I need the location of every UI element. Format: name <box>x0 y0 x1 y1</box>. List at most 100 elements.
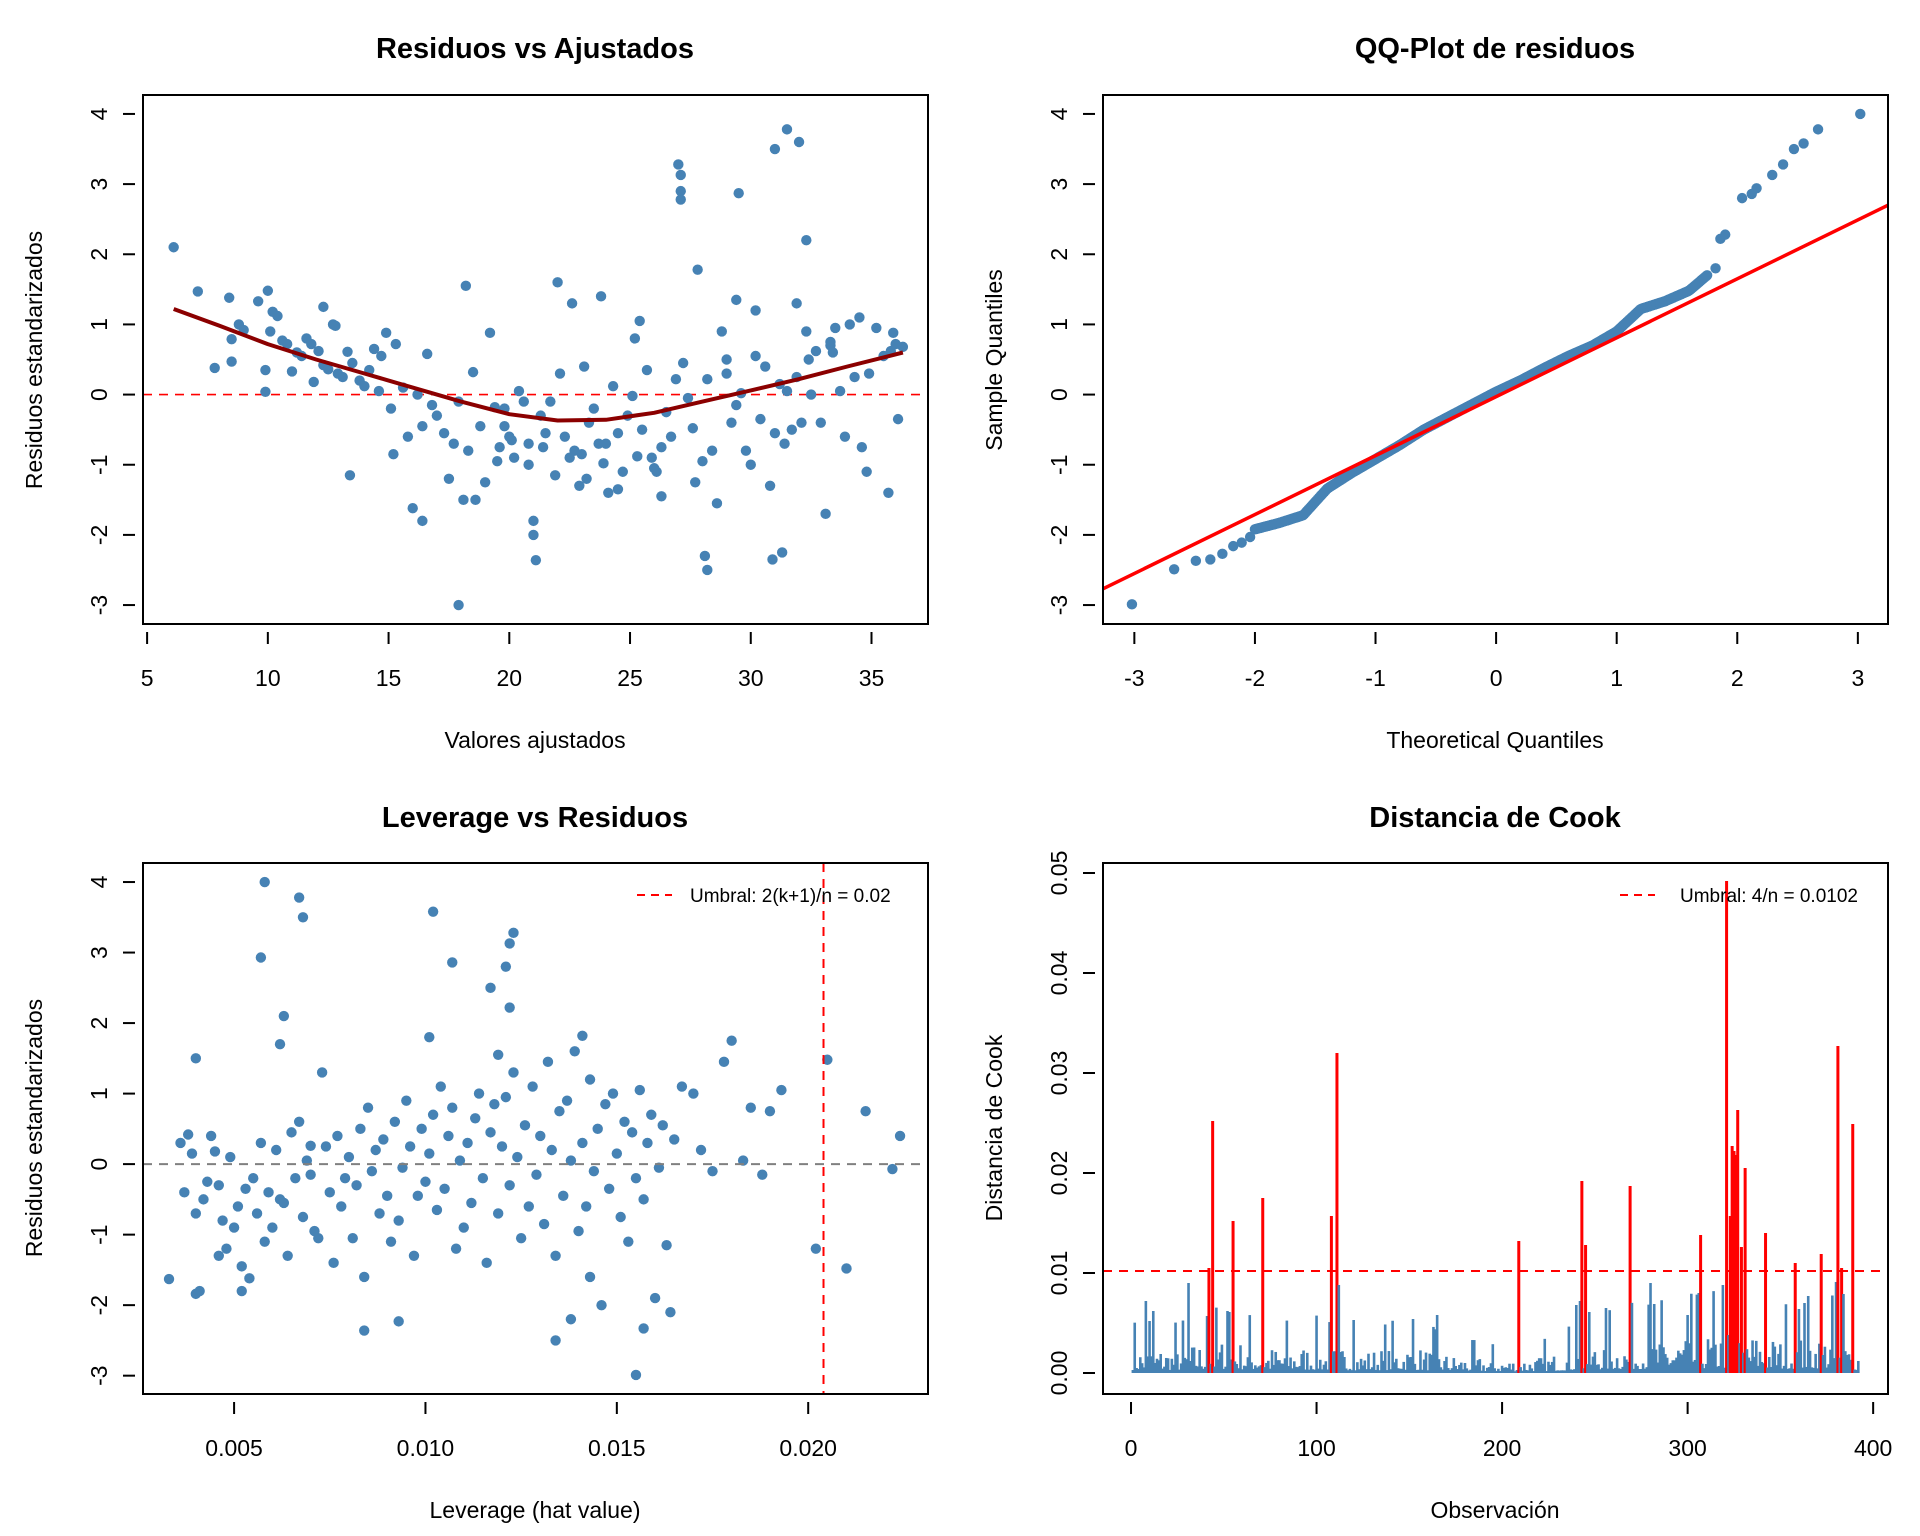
data-point <box>470 494 481 506</box>
data-point <box>1812 124 1824 135</box>
y-tick-label: 2 <box>1046 248 1072 261</box>
data-point <box>168 242 179 253</box>
x-tick-label: 3 <box>1851 665 1864 691</box>
panel-qq-plot: QQ-Plot de residuos Theoretical Quantile… <box>981 33 1889 753</box>
data-point <box>504 1180 515 1191</box>
data-point <box>670 373 682 385</box>
data-point <box>281 338 293 350</box>
data-point <box>404 1141 416 1152</box>
data-point <box>515 1232 527 1244</box>
x-tick-label: -2 <box>1245 665 1265 691</box>
data-point <box>499 420 510 432</box>
data-point <box>779 438 790 449</box>
data-point <box>519 1120 531 1131</box>
data-point <box>343 1151 355 1163</box>
legend: Umbral: 4/n = 0.0102 <box>1620 886 1858 907</box>
data-point <box>205 1130 217 1142</box>
data-point <box>278 1197 290 1209</box>
data-point <box>339 1173 351 1184</box>
data-point <box>424 1148 435 1159</box>
data-point <box>894 1130 906 1142</box>
data-point <box>255 1137 267 1149</box>
y-tick-label: -1 <box>86 1224 112 1244</box>
data-point <box>408 1250 420 1261</box>
x-tick-label: 0 <box>1125 1435 1138 1461</box>
data-point <box>612 427 624 439</box>
data-point <box>259 876 270 888</box>
data-point <box>675 169 686 181</box>
data-point <box>293 1116 305 1128</box>
data-point <box>324 1187 335 1198</box>
data-point <box>830 322 841 334</box>
data-point <box>389 1116 401 1128</box>
data-point <box>566 298 578 309</box>
y-tick-label: 0.02 <box>1046 1151 1072 1196</box>
data-point <box>1228 540 1239 552</box>
y-tick-label: -2 <box>86 525 112 545</box>
data-point <box>508 452 520 463</box>
data-point <box>611 1148 623 1159</box>
x-tick-label: 20 <box>497 665 523 691</box>
data-point <box>431 1204 443 1216</box>
data-point <box>1788 143 1800 155</box>
x-tick-label: -1 <box>1365 665 1385 691</box>
data-point <box>638 1194 649 1205</box>
data-point <box>323 364 334 375</box>
data-point <box>473 1088 485 1099</box>
y-axis-label: Distancia de Cook <box>981 1034 1007 1221</box>
y-axis-label: Residuos estandarizados <box>21 231 47 489</box>
data-point <box>764 1106 776 1117</box>
data-point <box>347 1232 358 1244</box>
y-tick-label: -3 <box>1046 595 1072 615</box>
data-point <box>479 477 491 488</box>
data-point <box>422 348 433 360</box>
data-point <box>1767 169 1778 181</box>
x-tick-label: 25 <box>617 665 643 691</box>
data-point <box>213 1250 224 1261</box>
data-point <box>443 473 455 484</box>
data-point <box>438 427 450 439</box>
data-point <box>629 333 641 344</box>
x-tick-label: 2 <box>1731 665 1744 691</box>
data-point <box>675 194 686 205</box>
data-point <box>251 1208 263 1219</box>
data-point <box>687 423 699 434</box>
data-point <box>603 487 614 499</box>
panel-residuals-vs-fitted: Residuos vs Ajustados Valores ajustados … <box>21 33 929 753</box>
data-point <box>793 136 805 148</box>
data-point <box>612 484 624 495</box>
data-point <box>854 312 865 323</box>
data-point <box>718 1056 730 1068</box>
y-axis-label: Residuos estandarizados <box>21 999 47 1257</box>
data-point <box>676 1081 688 1092</box>
data-point <box>366 1165 378 1177</box>
y-tick-label: 3 <box>1046 178 1072 191</box>
data-point <box>863 368 875 379</box>
data-point <box>523 438 534 449</box>
data-point <box>657 1120 668 1131</box>
data-point <box>600 438 612 449</box>
data-point <box>450 1243 462 1254</box>
y-tick-label: 1 <box>86 318 112 331</box>
data-point <box>355 1123 366 1135</box>
data-point <box>786 424 798 435</box>
y-tick-label: -1 <box>1046 455 1072 475</box>
data-point <box>755 413 766 425</box>
data-point <box>641 364 653 376</box>
data-point <box>385 403 397 414</box>
data-point <box>523 1201 535 1212</box>
data-point <box>492 1208 504 1219</box>
data-point <box>656 491 667 502</box>
data-point <box>1205 554 1216 565</box>
plot-area <box>143 863 928 1394</box>
data-point <box>407 503 418 514</box>
x-tick-label: 300 <box>1668 1435 1706 1461</box>
data-point <box>634 315 645 327</box>
data-point <box>236 1261 247 1272</box>
data-point <box>1798 138 1809 149</box>
data-point <box>577 1030 588 1041</box>
data-point <box>642 1137 653 1149</box>
data-point <box>313 1232 324 1244</box>
data-point <box>733 188 744 199</box>
data-point <box>427 1109 439 1120</box>
